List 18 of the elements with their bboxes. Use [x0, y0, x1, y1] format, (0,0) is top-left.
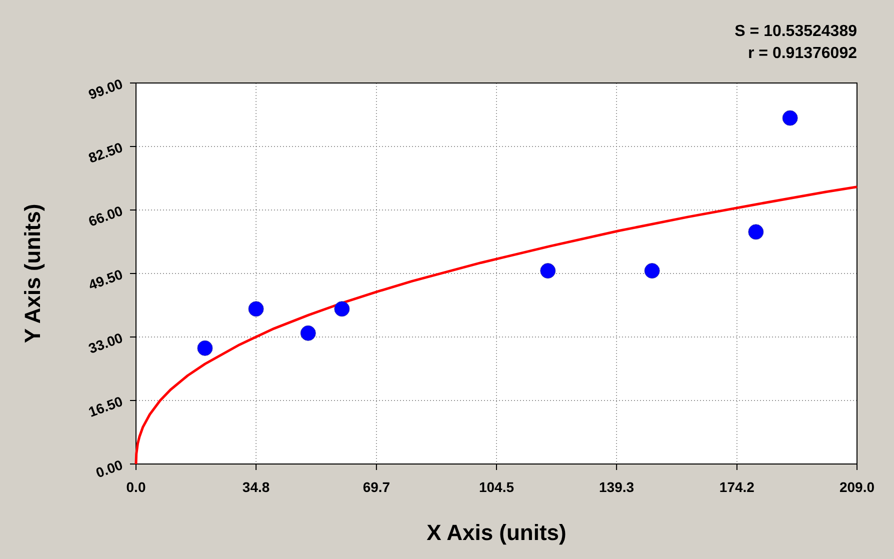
x-tick-label: 0.0: [126, 479, 146, 495]
y-tick-label: 82.50: [86, 138, 125, 166]
y-tick-label: 0.00: [94, 456, 125, 481]
text: r = 0.91376092: [748, 45, 858, 62]
x-tick-label: 139.3: [599, 479, 634, 495]
y-tick-label: 49.50: [86, 266, 125, 294]
y-tick-label: 16.50: [86, 392, 125, 420]
x-tick-label: 69.7: [362, 479, 390, 495]
text: S = 10.53524389: [734, 23, 858, 40]
y-axis-title: Y Axis (units): [20, 204, 45, 344]
y-tick-label: 66.00: [86, 202, 125, 230]
x-tick-label: 209.0: [839, 479, 875, 495]
x-tick-label: 174.2: [719, 479, 755, 495]
x-tick-label: 104.5: [478, 479, 514, 495]
x-tick-label: 34.8: [242, 479, 270, 495]
y-tick-label: 99.00: [86, 75, 125, 103]
y-tick-label: 33.00: [86, 329, 125, 357]
x-axis-title: X Axis (units): [426, 520, 566, 545]
